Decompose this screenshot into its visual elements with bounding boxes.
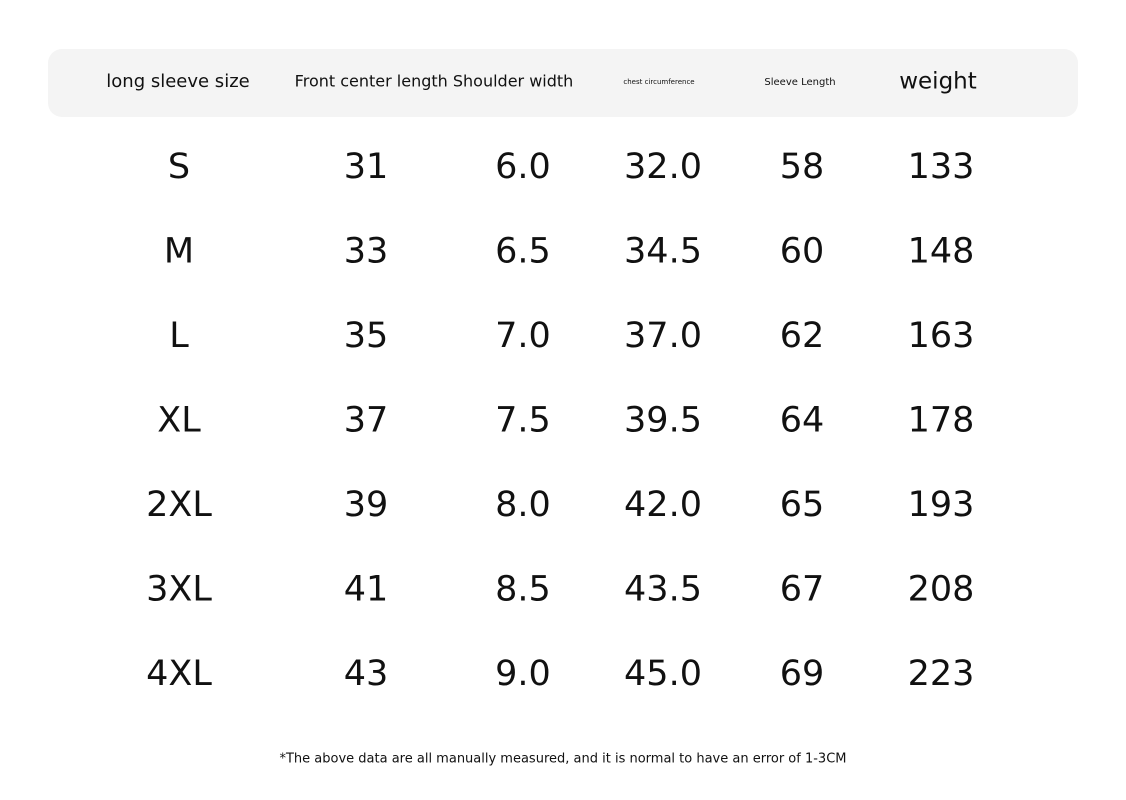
header-cell: chest circumference [623, 78, 694, 86]
value-cell: 65 [780, 485, 825, 525]
value-cell: 41 [344, 570, 389, 610]
size-cell: L [169, 316, 189, 356]
value-cell: 7.5 [495, 401, 551, 441]
value-cell: 37 [344, 401, 389, 441]
value-cell: 208 [908, 570, 975, 610]
value-cell: 34.5 [624, 232, 702, 272]
size-cell: 2XL [146, 485, 212, 525]
value-cell: 193 [908, 485, 975, 525]
value-cell: 39 [344, 485, 389, 525]
value-cell: 62 [780, 316, 825, 356]
value-cell: 43.5 [624, 570, 702, 610]
header-cell: Front center length Shoulder width [295, 72, 574, 91]
value-cell: 35 [344, 316, 389, 356]
size-cell: 4XL [146, 654, 212, 694]
value-cell: 37.0 [624, 316, 702, 356]
footnote: *The above data are all manually measure… [279, 752, 846, 767]
value-cell: 42.0 [624, 485, 702, 525]
value-cell: 58 [780, 147, 825, 187]
header-background [48, 49, 1078, 117]
value-cell: 45.0 [624, 654, 702, 694]
value-cell: 6.5 [495, 232, 551, 272]
size-cell: 3XL [146, 570, 212, 610]
value-cell: 178 [908, 401, 975, 441]
size-cell: M [164, 232, 194, 272]
value-cell: 8.0 [495, 485, 551, 525]
value-cell: 8.5 [495, 570, 551, 610]
value-cell: 32.0 [624, 147, 702, 187]
size-cell: S [168, 147, 190, 187]
value-cell: 64 [780, 401, 825, 441]
value-cell: 31 [344, 147, 389, 187]
value-cell: 69 [780, 654, 825, 694]
header-cell: weight [899, 69, 977, 95]
value-cell: 33 [344, 232, 389, 272]
value-cell: 163 [908, 316, 975, 356]
value-cell: 60 [780, 232, 825, 272]
value-cell: 67 [780, 570, 825, 610]
value-cell: 133 [908, 147, 975, 187]
value-cell: 9.0 [495, 654, 551, 694]
value-cell: 7.0 [495, 316, 551, 356]
value-cell: 148 [908, 232, 975, 272]
header-cell: Sleeve Length [764, 77, 835, 88]
value-cell: 39.5 [624, 401, 702, 441]
value-cell: 43 [344, 654, 389, 694]
value-cell: 6.0 [495, 147, 551, 187]
header-cell: long sleeve size [106, 71, 249, 92]
size-cell: XL [157, 401, 201, 441]
value-cell: 223 [908, 654, 975, 694]
